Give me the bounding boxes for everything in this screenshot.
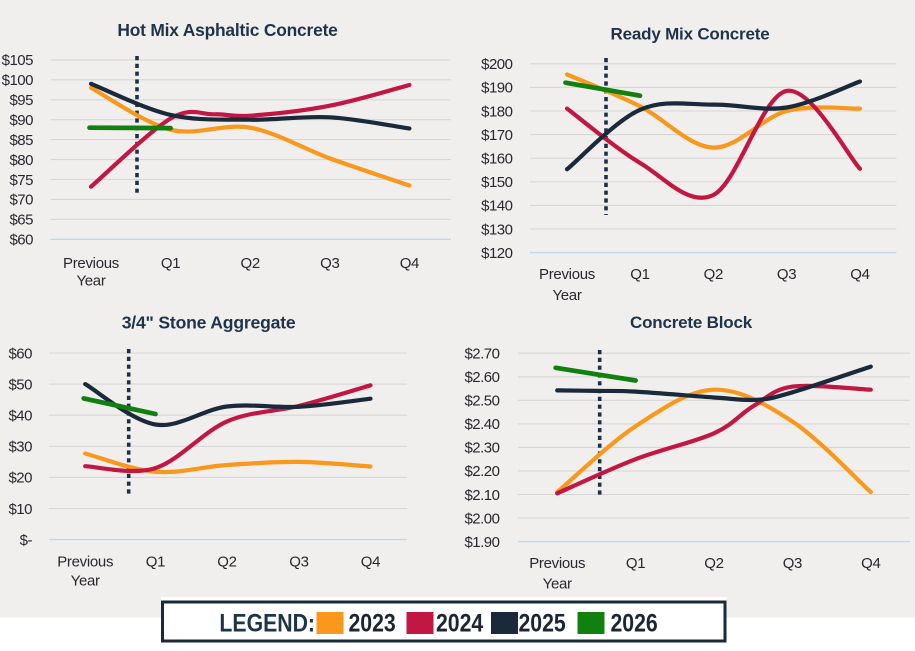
svg-text:Previous: Previous (57, 554, 113, 571)
svg-text:$75: $75 (9, 172, 33, 189)
svg-text:Q2: Q2 (704, 555, 723, 572)
svg-text:$65: $65 (9, 212, 33, 229)
svg-text:Year: Year (71, 573, 100, 590)
svg-text:$20: $20 (8, 470, 32, 487)
svg-text:$2.00: $2.00 (464, 510, 499, 527)
svg-text:$60: $60 (9, 232, 33, 249)
svg-text:$120: $120 (481, 245, 513, 262)
svg-text:$190: $190 (481, 80, 513, 97)
svg-text:$2.70: $2.70 (464, 346, 499, 363)
svg-text:Concrete Block: Concrete Block (630, 313, 753, 332)
svg-text:$170: $170 (481, 127, 513, 144)
svg-text:2026: 2026 (611, 609, 658, 637)
svg-text:Q4: Q4 (361, 554, 380, 571)
svg-text:$180: $180 (481, 103, 513, 120)
svg-text:$2.10: $2.10 (464, 487, 499, 504)
svg-text:$90: $90 (9, 112, 33, 129)
svg-text:Q1: Q1 (161, 255, 180, 272)
svg-text:$1.90: $1.90 (464, 534, 499, 551)
svg-text:Q1: Q1 (626, 555, 645, 572)
svg-text:$2.20: $2.20 (464, 463, 499, 480)
svg-text:Q3: Q3 (783, 555, 802, 572)
svg-text:Q3: Q3 (320, 255, 339, 272)
svg-text:Year: Year (76, 273, 105, 290)
svg-text:$150: $150 (481, 174, 513, 191)
svg-text:$85: $85 (9, 132, 33, 149)
svg-text:Q2: Q2 (704, 266, 723, 283)
svg-text:$160: $160 (481, 151, 513, 168)
svg-text:Previous: Previous (63, 255, 119, 272)
svg-text:$95: $95 (9, 92, 33, 109)
svg-text:$130: $130 (481, 221, 513, 238)
svg-text:Year: Year (552, 287, 581, 304)
svg-text:Previous: Previous (539, 266, 595, 283)
svg-text:$80: $80 (9, 152, 33, 169)
svg-text:$40: $40 (8, 408, 32, 425)
svg-text:Q3: Q3 (777, 266, 796, 283)
svg-text:$100: $100 (2, 72, 34, 89)
svg-text:2024: 2024 (436, 609, 483, 637)
svg-text:Q4: Q4 (850, 266, 869, 283)
svg-text:Q3: Q3 (289, 554, 308, 571)
svg-text:Q2: Q2 (217, 554, 236, 571)
svg-text:$70: $70 (9, 192, 33, 209)
svg-text:2023: 2023 (349, 609, 396, 637)
svg-text:$30: $30 (8, 439, 32, 456)
svg-text:Q2: Q2 (240, 255, 259, 272)
svg-text:$2.50: $2.50 (464, 393, 499, 410)
svg-text:$60: $60 (8, 345, 32, 362)
svg-text:Year: Year (543, 575, 572, 592)
svg-text:$105: $105 (2, 52, 34, 69)
svg-text:3/4" Stone Aggregate: 3/4" Stone Aggregate (122, 312, 296, 332)
svg-text:$-: $- (20, 532, 33, 549)
svg-text:$200: $200 (481, 56, 513, 73)
svg-text:$140: $140 (481, 198, 513, 215)
svg-text:LEGEND:: LEGEND: (219, 609, 315, 637)
svg-text:$2.30: $2.30 (464, 440, 499, 457)
svg-text:Q4: Q4 (861, 555, 880, 572)
svg-text:Q1: Q1 (630, 266, 649, 283)
svg-text:2025: 2025 (519, 609, 566, 637)
svg-text:$2.40: $2.40 (464, 416, 499, 433)
svg-text:$50: $50 (8, 376, 32, 393)
svg-text:Q1: Q1 (146, 554, 165, 571)
svg-text:Previous: Previous (529, 555, 585, 572)
svg-text:$2.60: $2.60 (464, 369, 499, 386)
svg-text:Hot Mix Asphaltic Concrete: Hot Mix Asphaltic Concrete (117, 20, 338, 40)
svg-text:Q4: Q4 (400, 255, 419, 272)
svg-text:$10: $10 (8, 501, 32, 518)
svg-text:Ready Mix Concrete: Ready Mix Concrete (611, 25, 770, 44)
